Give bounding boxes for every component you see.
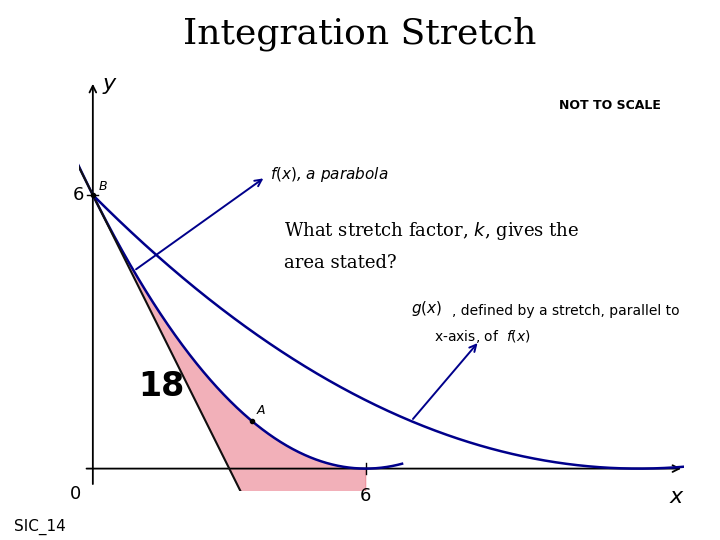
Text: A: A [256, 403, 265, 416]
Text: $x$: $x$ [669, 487, 685, 507]
Text: 0: 0 [71, 484, 81, 503]
Text: 6: 6 [73, 186, 84, 204]
Text: $g(x)$: $g(x)$ [411, 299, 442, 318]
Text: Integration Stretch: Integration Stretch [184, 16, 536, 51]
Text: What stretch factor, $k$, gives the: What stretch factor, $k$, gives the [284, 220, 579, 242]
Text: 6: 6 [360, 487, 372, 505]
Text: SIC_14: SIC_14 [14, 518, 66, 535]
Text: , defined by a stretch, parallel to: , defined by a stretch, parallel to [452, 304, 680, 318]
Text: 18: 18 [138, 370, 184, 403]
Text: area stated?: area stated? [284, 254, 397, 272]
Text: $y$: $y$ [102, 76, 118, 96]
Text: x-axis, of  $f(x)$: x-axis, of $f(x)$ [434, 328, 531, 346]
Text: NOT TO SCALE: NOT TO SCALE [559, 99, 661, 112]
Text: B: B [99, 180, 107, 193]
Text: $f(x)$, a parabola: $f(x)$, a parabola [270, 165, 389, 184]
